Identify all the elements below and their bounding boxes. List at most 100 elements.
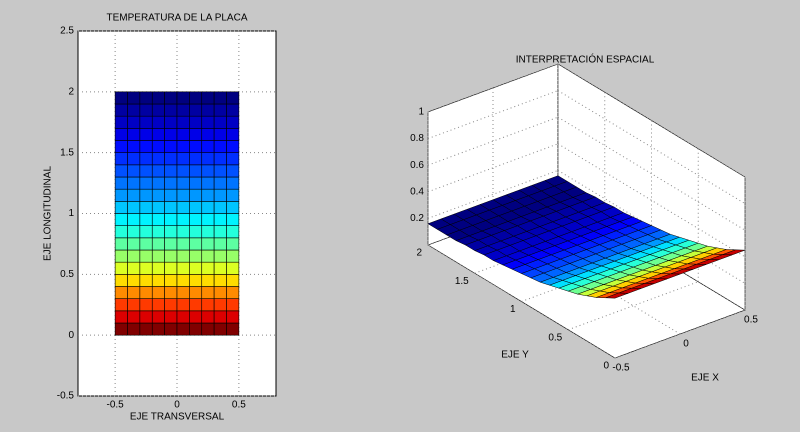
cell	[226, 103, 240, 117]
cell	[213, 188, 227, 202]
x-axis-label: EJE TRANSVERSAL	[130, 412, 225, 423]
cell	[139, 164, 153, 178]
cell	[176, 188, 190, 202]
cell	[201, 176, 215, 190]
cell	[176, 103, 190, 117]
y-tick-label: 2.5	[60, 26, 74, 37]
cell	[127, 128, 141, 141]
cell	[127, 225, 141, 239]
cell	[176, 91, 190, 105]
cell	[201, 274, 215, 287]
cell	[176, 176, 190, 190]
cell	[176, 164, 190, 178]
cell	[226, 91, 240, 105]
cell	[139, 286, 153, 299]
cell	[127, 298, 141, 312]
x-axis-label: EJE X	[691, 373, 719, 384]
cell	[176, 322, 190, 336]
cell	[127, 115, 141, 129]
cell	[139, 91, 153, 105]
cell	[164, 261, 178, 275]
cell	[151, 188, 165, 202]
chart-title: TEMPERATURA DE LA PLACA	[107, 13, 248, 24]
cell	[213, 91, 227, 105]
cell	[201, 237, 215, 251]
chart-title: INTERPRETACIÓN ESPACIAL	[516, 53, 655, 66]
cell	[139, 188, 153, 202]
cell	[189, 322, 203, 336]
cell	[201, 115, 215, 129]
cell	[164, 274, 178, 287]
cell	[226, 213, 240, 226]
cell	[213, 213, 227, 226]
x-tick-label: 0	[683, 339, 689, 350]
cell	[151, 152, 165, 166]
cell	[114, 115, 128, 129]
grid-line	[557, 196, 746, 311]
cell	[213, 310, 227, 324]
cell	[189, 286, 203, 299]
cell	[151, 140, 165, 153]
cell	[189, 213, 203, 226]
cell	[164, 310, 178, 324]
cell	[151, 115, 165, 129]
z-tick-label: 0.2	[410, 213, 424, 224]
cell	[139, 298, 153, 312]
cell	[164, 152, 178, 166]
cell	[164, 213, 178, 226]
cell	[201, 286, 215, 299]
cell	[151, 164, 165, 178]
cell	[114, 322, 128, 336]
cell	[127, 176, 141, 190]
x-tick-label: 0.5	[232, 400, 246, 411]
cell	[127, 310, 141, 324]
cell	[139, 115, 153, 129]
cell	[189, 91, 203, 105]
cell	[114, 310, 128, 324]
cell	[201, 128, 215, 141]
cell	[164, 286, 178, 299]
cell	[151, 274, 165, 287]
cell	[189, 249, 203, 263]
y-tick-label: 1	[68, 208, 74, 219]
cell	[201, 140, 215, 153]
cell	[189, 274, 203, 287]
cell	[176, 298, 190, 312]
cell	[164, 103, 178, 117]
cell	[201, 103, 215, 117]
cell	[164, 237, 178, 251]
cell	[226, 128, 240, 141]
cell	[151, 261, 165, 275]
cell	[139, 237, 153, 251]
cell	[139, 225, 153, 239]
cell	[213, 152, 227, 166]
cell	[176, 152, 190, 166]
cell	[151, 103, 165, 117]
cell	[201, 249, 215, 263]
cell	[114, 91, 128, 105]
cell	[176, 213, 190, 226]
cell	[213, 103, 227, 117]
cell	[139, 176, 153, 190]
y-tick-label: 0.5	[60, 269, 74, 280]
cell	[114, 176, 128, 190]
cell	[201, 188, 215, 202]
cell	[213, 261, 227, 275]
cell	[114, 103, 128, 117]
cell	[201, 164, 215, 178]
cell	[226, 322, 240, 336]
cell	[151, 322, 165, 336]
cell	[213, 249, 227, 263]
cell	[127, 213, 141, 226]
cell	[226, 188, 240, 202]
cell	[139, 274, 153, 287]
grid-line	[557, 90, 746, 205]
cell	[176, 310, 190, 324]
cell	[164, 298, 178, 312]
cell	[139, 140, 153, 153]
cell	[114, 128, 128, 141]
cell	[213, 201, 227, 214]
cell	[176, 140, 190, 153]
cell	[114, 188, 128, 202]
